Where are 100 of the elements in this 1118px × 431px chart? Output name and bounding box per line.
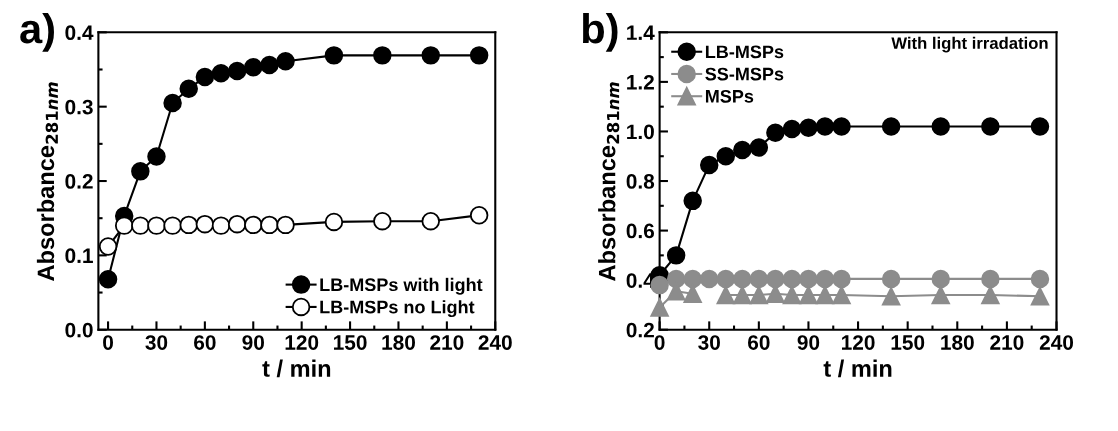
point <box>179 215 198 235</box>
point <box>179 79 198 99</box>
legend-label: SS-MSPs <box>705 67 784 81</box>
x-tick-label: 150 <box>891 335 925 350</box>
x-tick-label: 240 <box>478 335 512 350</box>
legend-label: LB-MSPs no Light <box>320 300 475 318</box>
point <box>799 269 818 289</box>
x-tick-label: 120 <box>285 335 319 350</box>
point <box>766 269 785 289</box>
point <box>211 63 231 83</box>
y-tick-label: 0.1 <box>65 248 93 264</box>
x-tick-label: 30 <box>145 335 168 350</box>
y-tick-label: 0.6 <box>626 223 655 239</box>
point <box>832 285 851 305</box>
point <box>815 117 835 136</box>
point <box>699 269 719 289</box>
point <box>716 285 736 305</box>
x-tick-label: 240 <box>1039 335 1074 350</box>
point <box>276 215 295 235</box>
point <box>766 123 785 142</box>
legend-label: MSPs <box>705 89 754 103</box>
x-tick-label: 0 <box>103 335 113 350</box>
point <box>650 275 669 295</box>
point <box>931 117 950 136</box>
point <box>421 46 440 65</box>
point <box>324 212 344 232</box>
point <box>227 61 247 81</box>
y-tick-label: 1.2 <box>627 74 654 90</box>
x-axis-title: t / min <box>823 359 892 378</box>
point <box>799 118 818 137</box>
x-tick-label: 210 <box>990 335 1024 350</box>
point <box>683 269 702 289</box>
point <box>98 237 118 256</box>
point <box>749 138 769 157</box>
point <box>749 285 769 305</box>
point <box>373 211 392 231</box>
point <box>98 269 118 289</box>
point <box>1030 269 1050 289</box>
point <box>469 205 489 225</box>
y-axis-title: Absorbance$_{281nm}$ <box>36 82 59 281</box>
point <box>815 269 835 289</box>
point <box>1030 117 1050 136</box>
point <box>163 216 182 235</box>
legend-label: LB-MSPs with light <box>320 277 483 295</box>
legend-label: LB-MSPs <box>705 45 784 59</box>
point <box>276 52 295 71</box>
y-axis-title: Absorbance$_{281nm}$ <box>598 82 620 281</box>
point <box>195 214 215 234</box>
point <box>931 269 950 289</box>
point <box>683 191 702 211</box>
y-tick-label: 1.0 <box>627 124 654 140</box>
annotation: With light irradation <box>891 36 1048 53</box>
point <box>716 146 736 166</box>
point <box>881 117 901 136</box>
x-tick-label: 150 <box>334 335 367 350</box>
point <box>650 298 669 317</box>
point <box>260 215 279 235</box>
point <box>733 269 752 289</box>
point <box>981 117 1000 136</box>
point <box>881 269 901 289</box>
x-axis-title: t / min <box>262 359 331 378</box>
y-tick-label: 0.3 <box>65 99 93 115</box>
point <box>749 269 769 289</box>
x-tick-label: 60 <box>194 335 216 350</box>
point <box>1030 287 1050 306</box>
point <box>981 285 1000 305</box>
point <box>211 216 231 235</box>
point <box>799 285 818 305</box>
y-tick-label: 1.4 <box>627 25 655 40</box>
chart-title: b) <box>582 12 618 52</box>
point <box>373 46 392 65</box>
x-tick-label: 30 <box>698 335 720 350</box>
point <box>469 46 489 65</box>
x-tick-label: 120 <box>842 335 875 350</box>
point <box>260 55 279 75</box>
x-tick-label: 180 <box>382 335 415 350</box>
x-tick-label: 60 <box>748 335 770 350</box>
y-tick-label: 0.0 <box>65 322 93 338</box>
point <box>244 58 263 77</box>
point <box>881 287 901 306</box>
point <box>832 117 851 136</box>
x-tick-label: 90 <box>797 335 820 350</box>
x-tick-label: 180 <box>941 335 974 350</box>
point <box>733 140 752 160</box>
point <box>131 216 150 235</box>
y-tick-label: 0.2 <box>65 174 93 189</box>
y-tick-label: 0.2 <box>626 322 654 338</box>
point <box>716 269 736 289</box>
point <box>227 214 247 234</box>
point <box>782 285 802 305</box>
point <box>782 269 802 289</box>
point <box>131 162 150 181</box>
point <box>163 93 182 113</box>
x-tick-label: 90 <box>242 335 264 350</box>
point <box>699 155 719 175</box>
point <box>832 269 851 289</box>
y-tick-label: 0.8 <box>626 174 655 189</box>
point <box>114 216 134 235</box>
x-tick-label: 0 <box>654 335 665 350</box>
point <box>666 246 686 265</box>
